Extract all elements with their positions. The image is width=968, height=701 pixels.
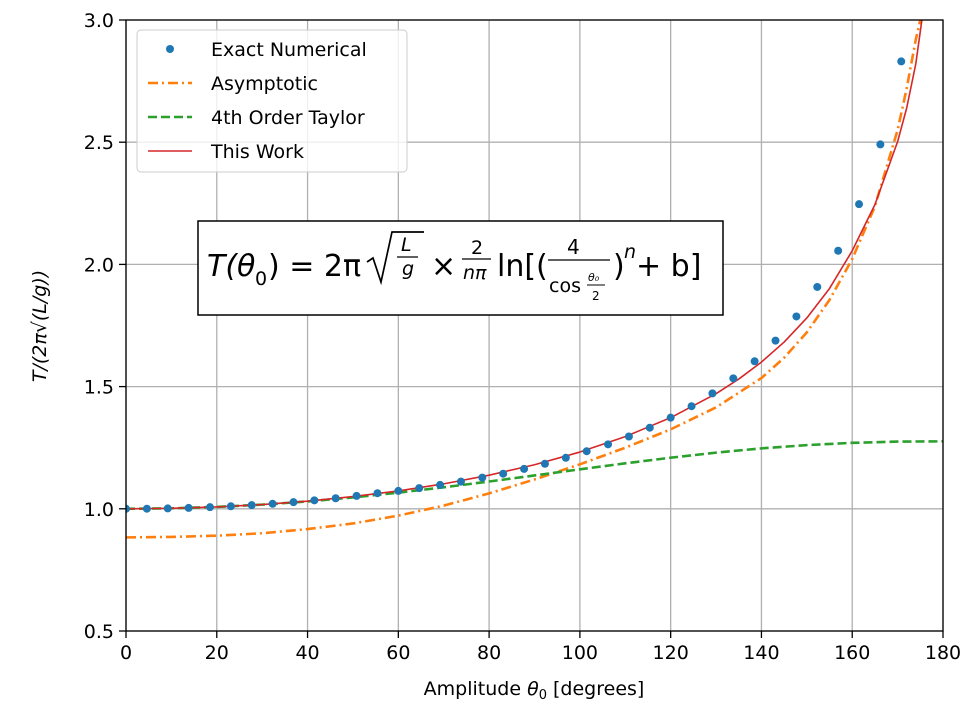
- y-tick-label: 1.5: [84, 377, 114, 399]
- legend-label-thiswork: This Work: [210, 141, 304, 163]
- equation-box: [197, 220, 724, 316]
- point-exact-numerical: [729, 374, 738, 383]
- y-tick-label: 1.0: [84, 499, 114, 521]
- point-exact-numerical: [184, 503, 193, 512]
- point-exact-numerical: [247, 501, 256, 510]
- point-exact-numerical: [708, 389, 717, 398]
- plot-area: [126, 20, 943, 539]
- eq-lhs: T(θ: [207, 249, 255, 284]
- point-exact-numerical: [205, 503, 214, 512]
- point-exact-numerical: [478, 473, 487, 482]
- point-exact-numerical: [331, 494, 340, 503]
- legend: Exact Numerical Asymptotic 4th Order Tay…: [136, 29, 408, 173]
- point-exact-numerical: [687, 402, 696, 411]
- y-axis-label-text: T/(2π√(L/g)): [29, 270, 51, 382]
- point-exact-numerical: [582, 447, 591, 456]
- eq-inner-num: 4: [567, 235, 580, 259]
- legend-box: [136, 29, 408, 173]
- y-tick-label: 3.0: [84, 10, 114, 32]
- eq-ln: ln[(: [497, 249, 548, 284]
- y-tick-label: 0.5: [84, 621, 114, 643]
- point-exact-numerical: [750, 357, 759, 366]
- y-tick-label: 2.5: [84, 132, 114, 154]
- point-exact-numerical: [897, 57, 906, 66]
- point-exact-numerical: [226, 502, 235, 511]
- x-tick-label: 60: [386, 642, 410, 664]
- eq-frac-num: 2: [471, 237, 483, 259]
- equation-annotation: T(θ 0 ) = 2π L g × 2 nπ ln[( 4 cos θ₀ 2 …: [197, 220, 724, 316]
- point-exact-numerical: [855, 200, 864, 209]
- x-tick-label: 160: [834, 642, 870, 664]
- eq-close: ): [613, 249, 625, 284]
- eq-sqrt-num: L: [401, 234, 412, 256]
- x-tick-label: 100: [562, 642, 598, 664]
- eq-power: n: [624, 241, 636, 263]
- x-tick-label: 20: [205, 642, 229, 664]
- eq-tail: + b]: [636, 249, 701, 284]
- point-exact-numerical: [624, 432, 633, 441]
- point-exact-numerical: [289, 498, 298, 507]
- x-tick-label: 180: [925, 642, 961, 664]
- series-line-asymptotic: [126, 20, 922, 539]
- eq-inner-den: cos: [549, 275, 581, 297]
- point-exact-numerical: [520, 464, 529, 473]
- eq-inner-den-num: θ₀: [588, 271, 600, 284]
- eq-inner-den-den: 2: [592, 289, 600, 303]
- legend-marker-exact: [166, 45, 174, 53]
- eq-times: ×: [431, 249, 456, 284]
- point-exact-numerical: [126, 504, 130, 513]
- point-exact-numerical: [792, 312, 801, 321]
- point-exact-numerical: [876, 140, 885, 149]
- x-tick-label: 0: [120, 642, 132, 664]
- point-exact-numerical: [499, 469, 508, 478]
- point-exact-numerical: [604, 440, 613, 449]
- point-exact-numerical: [415, 484, 424, 493]
- point-exact-numerical: [268, 499, 277, 508]
- point-exact-numerical: [666, 413, 675, 422]
- x-tick-label: 120: [653, 642, 689, 664]
- axes-frame: [125, 19, 944, 632]
- point-exact-numerical: [813, 282, 822, 291]
- y-tick-label: 2.0: [84, 254, 114, 276]
- point-exact-numerical: [436, 480, 445, 489]
- eq-lhs-sub: 0: [255, 268, 267, 290]
- point-exact-numerical: [456, 477, 465, 486]
- x-axis-label: Amplitude θ0 [degrees]: [424, 678, 645, 701]
- y-axis-label: T/(2π√(L/g)): [29, 270, 51, 382]
- point-exact-numerical: [645, 423, 654, 432]
- point-exact-numerical: [373, 489, 382, 498]
- point-exact-numerical: [561, 453, 570, 462]
- point-exact-numerical: [310, 496, 319, 505]
- series-line-4th-order-taylor: [126, 440, 943, 511]
- legend-label-asymptotic: Asymptotic: [211, 73, 318, 95]
- point-exact-numerical: [771, 336, 780, 345]
- point-exact-numerical: [163, 504, 172, 513]
- point-exact-numerical: [394, 486, 403, 495]
- point-exact-numerical: [540, 459, 549, 468]
- point-exact-numerical: [834, 246, 843, 255]
- eq-frac-den: nπ: [463, 262, 487, 284]
- legend-label-exact: Exact Numerical: [211, 39, 367, 61]
- eq-equals-2pi: ) = 2π: [268, 249, 361, 284]
- x-tick-label: 40: [295, 642, 319, 664]
- x-tick-label: 80: [477, 642, 501, 664]
- eq-sqrt-sign: [366, 231, 424, 286]
- point-exact-numerical: [142, 504, 151, 513]
- eq-sqrt-den: g: [402, 258, 414, 280]
- point-exact-numerical: [352, 491, 361, 500]
- ticks: 0 20 40 60 80 100 120 140 160 1800.51.01.52.02.53…: [84, 10, 961, 664]
- x-tick-label: 140: [743, 642, 779, 664]
- series-layer: [126, 20, 943, 539]
- legend-label-taylor: 4th Order Taylor: [211, 107, 365, 129]
